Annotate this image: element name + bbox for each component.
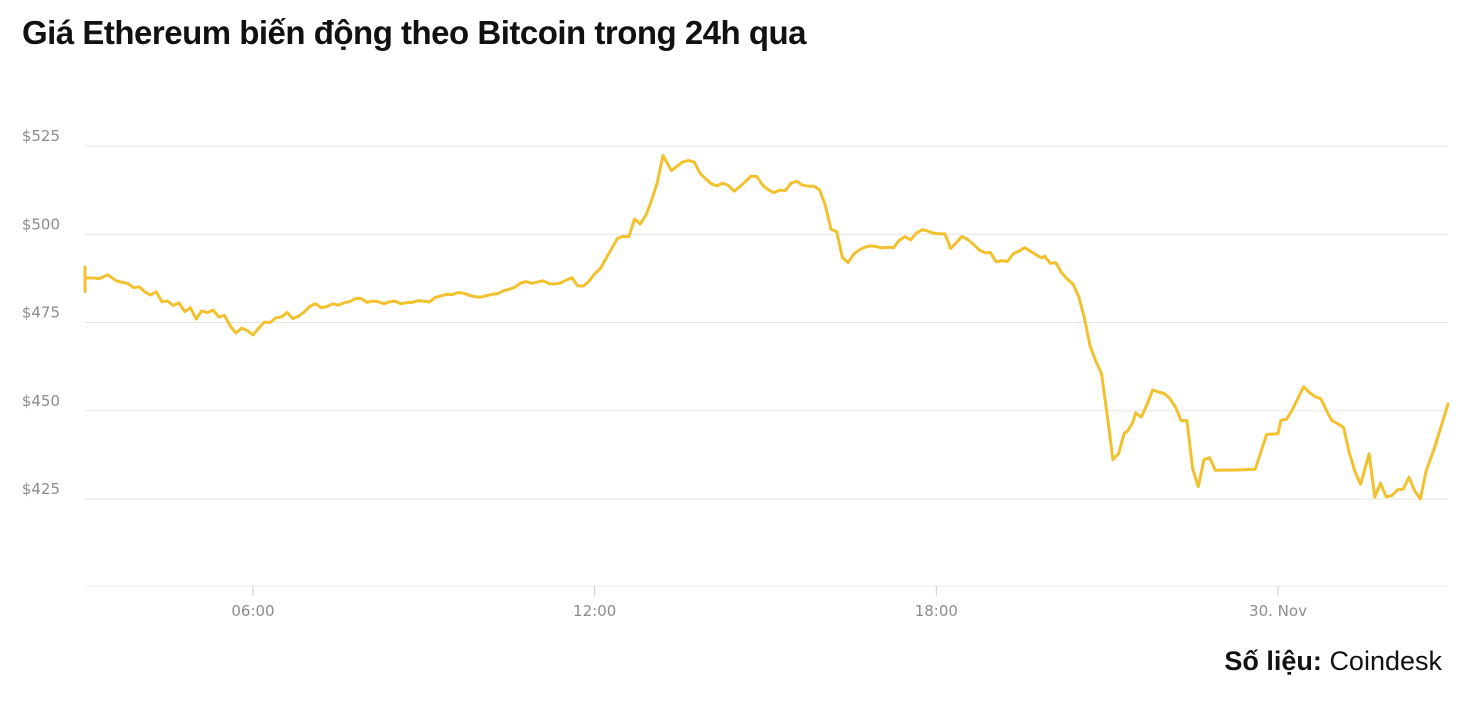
grid-lines — [85, 145, 1448, 500]
price-line — [83, 154, 1450, 501]
y-tick-label: $450 — [22, 392, 60, 410]
source-value: Coindesk — [1329, 646, 1442, 676]
x-tick-label: 06:00 — [231, 602, 274, 620]
x-axis: 06:00 12:00 18:00 30. Nov — [85, 585, 1448, 620]
chart-title: Giá Ethereum biến động theo Bitcoin tron… — [22, 14, 807, 51]
x-tick-label: 30. Nov — [1249, 602, 1307, 620]
source-label: Số liệu: — [1224, 646, 1322, 676]
y-axis: $425 $450 $475 $500 $525 — [22, 127, 60, 498]
x-tick-label: 12:00 — [573, 602, 616, 620]
source-credit: Số liệu: Coindesk — [1224, 646, 1442, 677]
y-tick-label: $475 — [22, 304, 60, 322]
y-tick-label: $525 — [22, 127, 60, 145]
y-tick-label: $425 — [22, 480, 60, 498]
y-tick-label: $500 — [22, 215, 60, 233]
x-tick-label: 18:00 — [915, 602, 958, 620]
series-layer — [83, 154, 1450, 501]
